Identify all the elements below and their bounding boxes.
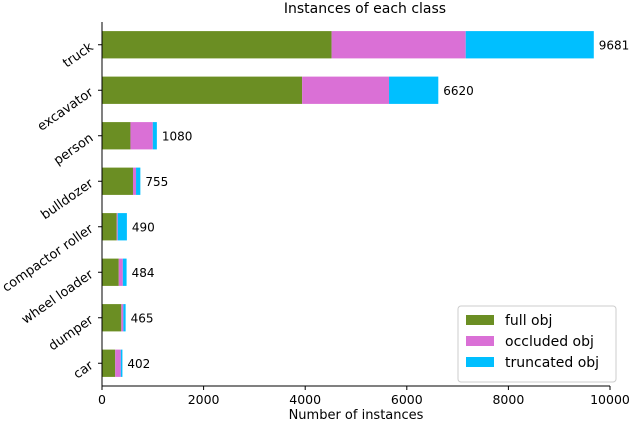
totals-group: 9681 6620 1080 755 490 484 465 402 — [127, 38, 629, 371]
bar-segment — [465, 31, 594, 59]
bar-segment — [122, 258, 127, 286]
category-label: truck — [60, 39, 96, 71]
legend-swatch — [466, 315, 494, 325]
bar-total-label: 465 — [131, 311, 154, 325]
bar-segment — [102, 304, 122, 332]
bar-segment — [102, 258, 119, 286]
chart-title: Instances of each class — [284, 1, 446, 17]
bar-segment — [116, 213, 118, 241]
x-tick-label: 2000 — [188, 392, 220, 407]
bar-segment — [152, 122, 157, 150]
bar-segment — [123, 304, 126, 332]
legend-swatch — [466, 357, 494, 367]
category-label: car — [71, 358, 97, 382]
legend-label: occluded obj — [505, 334, 594, 350]
bar-total-label: 755 — [145, 175, 168, 189]
bars-group — [102, 31, 594, 377]
legend-swatch — [466, 336, 494, 346]
bar-segment — [115, 349, 121, 377]
bar-segment — [331, 31, 466, 59]
bar-total-label: 6620 — [443, 84, 474, 98]
bar-segment — [102, 213, 117, 241]
bar-total-label: 1080 — [162, 129, 193, 143]
bar-segment — [389, 76, 439, 104]
bar-total-label: 490 — [132, 220, 155, 234]
bar-segment — [102, 76, 303, 104]
legend-label: truncated obj — [505, 355, 599, 371]
bar-segment — [102, 122, 131, 150]
bar-segment — [102, 31, 332, 59]
category-label: person — [51, 131, 96, 169]
legend: full obj occluded obj truncated obj — [457, 305, 617, 383]
bar-segment — [121, 304, 124, 332]
x-axis-label: Number of instances — [289, 408, 424, 422]
x-tick-label: 6000 — [391, 392, 423, 407]
category-label: bulldozer — [38, 176, 96, 223]
bar-total-label: 9681 — [599, 38, 630, 52]
bar-segment — [302, 76, 390, 104]
bar-segment — [136, 167, 141, 195]
bar-segment — [132, 167, 137, 195]
category-label: dumper — [46, 312, 97, 354]
bar-segment — [102, 349, 116, 377]
x-tick-label: 8000 — [492, 392, 524, 407]
bar-segment — [130, 122, 153, 150]
bar-segment — [117, 213, 127, 241]
bar-segment — [102, 167, 133, 195]
x-tick-label: 10000 — [590, 392, 630, 407]
legend-label: full obj — [505, 313, 552, 329]
bar-segment — [120, 349, 123, 377]
bar-total-label: 402 — [127, 357, 150, 371]
x-axis-ticks: 0 2000 4000 6000 8000 10000 — [98, 386, 630, 407]
category-label: excavator — [35, 85, 97, 135]
x-tick-label: 0 — [98, 392, 106, 407]
bar-total-label: 484 — [132, 266, 155, 280]
legend-frame — [457, 305, 617, 383]
x-tick-label: 4000 — [289, 392, 321, 407]
bar-segment — [118, 258, 123, 286]
